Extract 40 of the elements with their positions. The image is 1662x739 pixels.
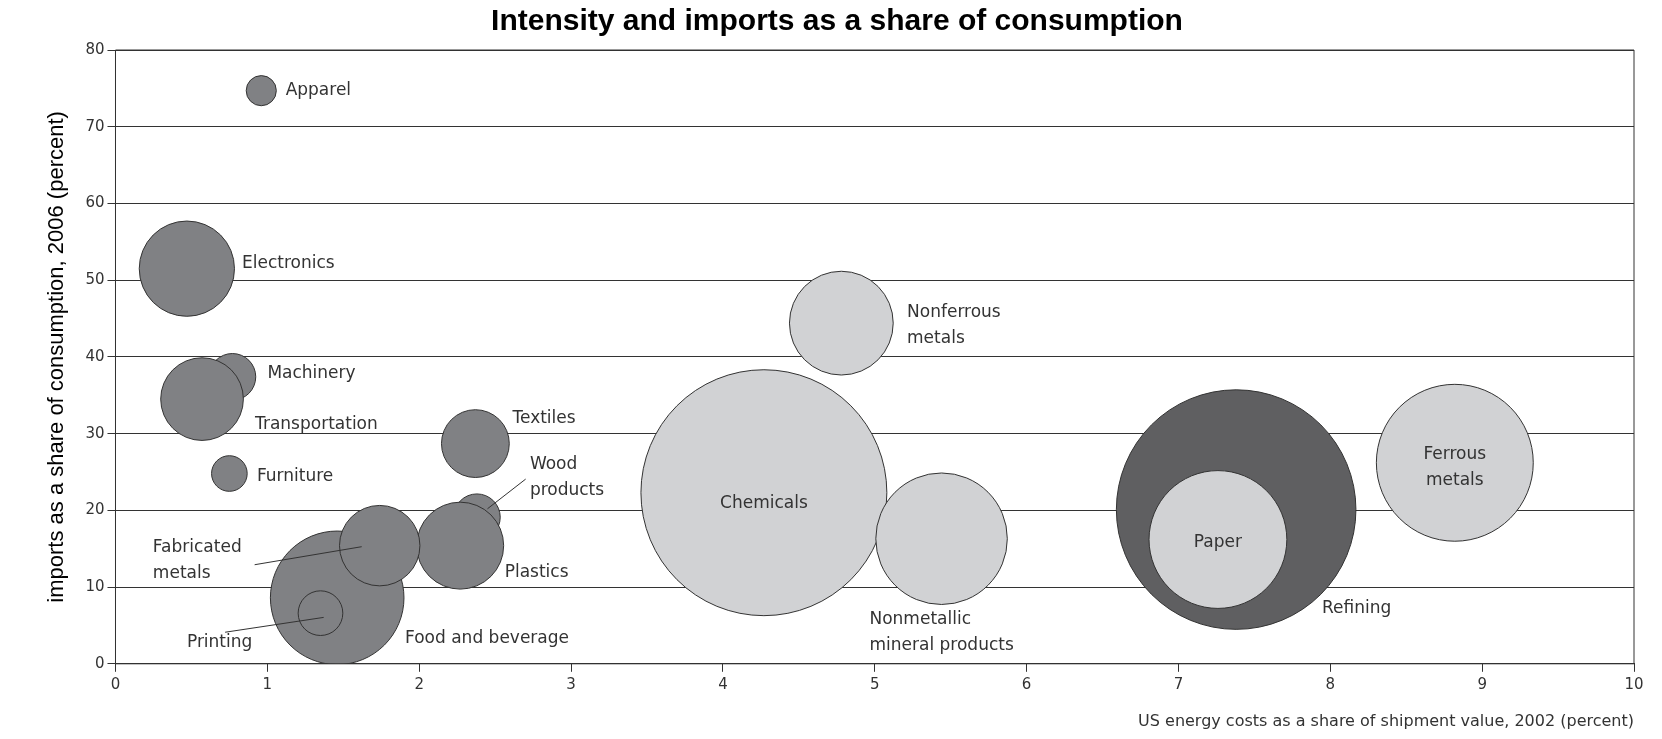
series-label: Wood products <box>529 452 605 499</box>
x-tick-label: 9 <box>1477 674 1487 693</box>
x-tick-label: 5 <box>869 674 880 693</box>
x-axis-title: US energy costs as a share of shipment value, 2002 (percent) <box>1138 710 1634 730</box>
x-tick-label: 6 <box>1021 674 1032 693</box>
series-label: Electronics <box>241 251 335 272</box>
x-tick-label: 7 <box>1173 674 1184 693</box>
series-label: Transportation <box>254 412 378 433</box>
series-label: Apparel <box>285 79 352 100</box>
y-tick-label: 0 <box>94 653 105 672</box>
x-tick-label: 3 <box>566 674 576 693</box>
y-tick-label: 60 <box>85 193 105 212</box>
y-tick-label: 80 <box>85 39 105 58</box>
series-label: Chemicals <box>720 491 808 512</box>
y-tick-label: 10 <box>85 576 105 595</box>
chart-title: Intensity and imports as a share of consumption <box>491 3 1183 37</box>
series-label: Nonferrous metals <box>907 300 1001 347</box>
series-label: Ferrous metals <box>1423 442 1487 489</box>
text: Fabricated metals <box>152 536 242 583</box>
x-tick-label: 8 <box>1325 674 1336 693</box>
y-tick-label: 20 <box>85 500 105 519</box>
series-label: Machinery <box>267 362 356 383</box>
y-tick-label: 30 <box>85 423 105 442</box>
x-tick-label: 2 <box>414 674 424 693</box>
series-label: Food and beverage <box>405 626 570 647</box>
series-label: Paper <box>1193 531 1243 552</box>
series-label: Textiles <box>511 406 576 427</box>
x-tick-label: 0 <box>110 674 121 693</box>
x-tick-label: 1 <box>262 674 273 693</box>
series-label: Furniture <box>256 465 334 486</box>
y-tick-label: 40 <box>85 346 105 365</box>
series-label: Refining <box>1322 596 1392 617</box>
x-tick-label: 10 <box>1624 674 1644 693</box>
y-tick-label: 70 <box>85 116 105 135</box>
text: Printing <box>186 631 253 652</box>
x-tick-label: 4 <box>718 674 728 693</box>
y-tick-label: 50 <box>85 270 105 289</box>
series-label: Plastics <box>504 560 569 581</box>
y-axis-title: imports as a share of consumption, 2006 (percent) <box>43 111 69 603</box>
series-label: Nonmetallic mineral products <box>869 607 1014 654</box>
